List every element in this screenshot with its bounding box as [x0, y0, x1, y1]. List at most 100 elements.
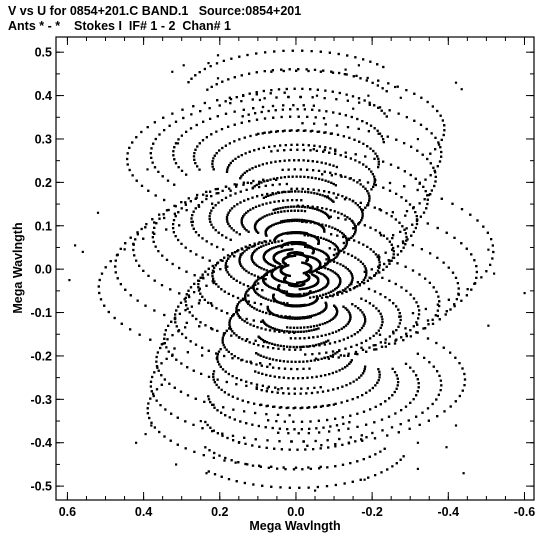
uv-track-point — [280, 210, 283, 213]
uv-track-point — [382, 138, 385, 141]
uv-track-point — [374, 344, 377, 347]
uv-track-point — [307, 303, 310, 306]
uv-track-point — [357, 223, 360, 226]
uv-track-point — [412, 325, 415, 328]
uv-track-point — [391, 248, 394, 251]
uv-track-point — [294, 293, 297, 296]
uv-track-point — [363, 224, 366, 227]
uv-track-point — [366, 190, 369, 193]
uv-track-point — [311, 160, 314, 163]
uv-track-point — [381, 276, 384, 279]
uv-track-point — [302, 360, 305, 363]
uv-track-point — [299, 168, 302, 171]
uv-track-point — [224, 266, 227, 269]
uv-track-point — [268, 263, 271, 266]
uv-track-point — [205, 240, 208, 243]
uv-track-point — [307, 159, 310, 162]
uv-track-point — [205, 190, 208, 193]
uv-track-point — [299, 293, 302, 296]
uv-track-point — [436, 309, 439, 312]
uv-track-point — [245, 269, 248, 273]
uv-track-point — [292, 326, 296, 329]
uv-track-point — [207, 398, 211, 401]
uv-track-point — [387, 259, 390, 262]
uv-track-point — [281, 280, 284, 283]
uv-track-point — [244, 245, 247, 248]
uv-track-point — [285, 290, 288, 293]
uv-track-point — [256, 219, 259, 223]
uv-track-point — [316, 271, 319, 274]
uv-track-point — [288, 348, 291, 351]
uv-track-point — [350, 334, 353, 338]
uv-track-point — [295, 295, 298, 298]
uv-track-point — [174, 313, 177, 316]
uv-track-point — [365, 339, 368, 342]
uv-track-point — [174, 321, 177, 324]
uv-track-point — [151, 236, 154, 239]
uv-track-point — [259, 217, 262, 220]
uv-track-point — [250, 273, 253, 276]
uv-track-point — [370, 170, 373, 173]
uv-track-point — [262, 268, 266, 271]
uv-track-point — [163, 342, 166, 345]
uv-track-point — [332, 293, 335, 296]
uv-track-point — [363, 270, 366, 273]
uv-track-point — [275, 178, 278, 181]
uv-track-point — [354, 352, 357, 355]
uv-track-point — [409, 293, 412, 296]
uv-track-point — [343, 246, 346, 249]
uv-track-point — [297, 159, 300, 162]
uv-track-point — [245, 301, 249, 304]
uv-track-point — [316, 206, 319, 209]
x-tick-label: -0.4 — [438, 505, 460, 519]
uv-track-point — [331, 317, 335, 320]
uv-track-point — [265, 162, 268, 165]
uv-track-point — [371, 173, 374, 176]
uv-track-point — [333, 260, 336, 263]
uv-track-point — [288, 283, 291, 286]
uv-track-point — [350, 115, 353, 119]
uv-track-point — [262, 345, 265, 348]
uv-track-point — [316, 130, 319, 133]
uv-track-point — [229, 194, 232, 197]
uv-track-point — [210, 243, 213, 246]
uv-track-point — [170, 320, 173, 323]
uv-track-point — [349, 271, 352, 274]
y-tick-label: 0.4 — [35, 89, 52, 103]
uv-track-point — [237, 155, 240, 158]
uv-track-point — [225, 218, 229, 221]
uv-track-point — [287, 264, 290, 267]
uv-track-point — [259, 354, 262, 357]
uv-track-point — [273, 145, 276, 148]
uv-track-point — [215, 352, 218, 355]
uv-track-point — [346, 308, 349, 311]
uv-track-point — [245, 422, 248, 425]
uv-track-point — [205, 284, 208, 287]
uv-track-point — [294, 360, 297, 363]
uv-track-point — [283, 367, 287, 370]
uv-track-point — [275, 245, 278, 249]
uv-track-point — [284, 190, 287, 194]
uv-track-point — [334, 288, 337, 291]
uv-track-point — [309, 316, 312, 319]
uv-track-point — [320, 161, 323, 164]
uv-track-point — [301, 243, 304, 246]
uv-track-point — [344, 366, 347, 369]
uv-track-point — [244, 294, 247, 297]
uv-track-point — [313, 144, 316, 147]
uv-track-point — [308, 345, 312, 348]
uv-track-point — [311, 205, 314, 208]
uv-track-point — [334, 184, 337, 187]
uv-track-point — [296, 293, 299, 296]
uv-track-point — [184, 309, 187, 312]
uv-track-point — [356, 353, 359, 356]
uv-track-point — [257, 353, 260, 356]
uv-track-point — [240, 121, 243, 124]
uv-track-point — [303, 219, 306, 222]
uv-track-point — [347, 310, 350, 313]
uv-track-point — [308, 286, 312, 289]
uv-track-point — [310, 176, 314, 179]
uv-track-point — [347, 321, 350, 324]
uv-track-point — [199, 292, 202, 295]
uv-track-point — [213, 154, 216, 157]
